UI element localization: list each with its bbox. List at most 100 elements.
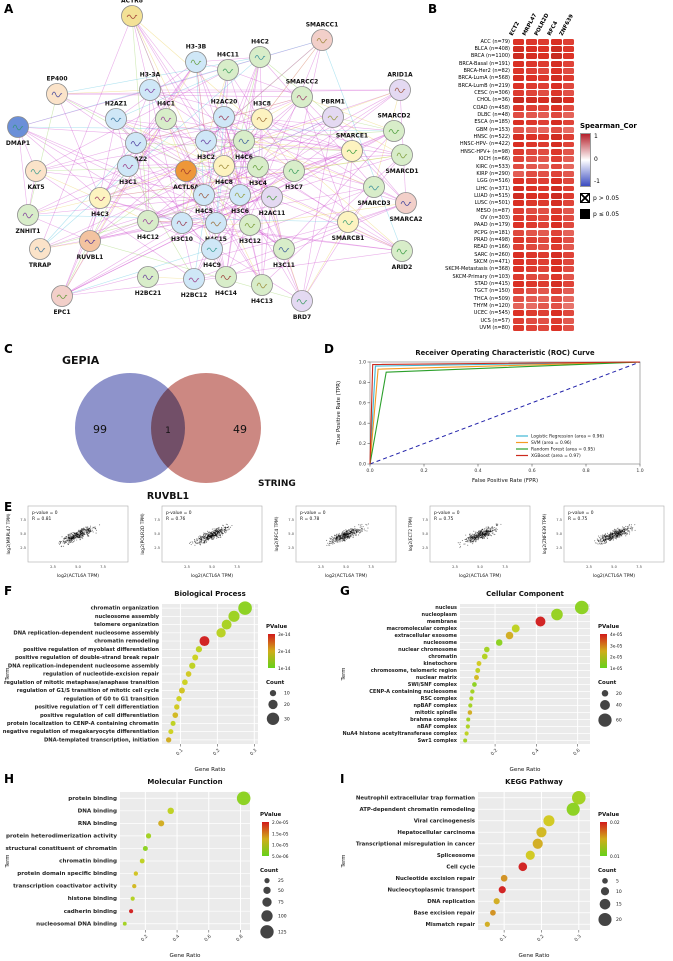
scatter-pvalue: p-value = 0 — [32, 510, 58, 516]
correlation-scatter-plot: 2.5 2.5 5.0 5.0 7.5 7.5 p-value = 0R = 0.81 log… — [6, 505, 129, 579]
term-dot — [476, 661, 482, 666]
network-node-label: H3C10 — [171, 236, 193, 243]
svg-text:0.0: 0.0 — [359, 462, 366, 468]
heatmap-cell — [538, 303, 550, 309]
protein-structure-glyph — [254, 55, 266, 60]
network-node-label: H4C6 — [235, 154, 253, 161]
heatmap-cell — [513, 237, 524, 243]
network-node — [283, 160, 305, 182]
heatmap-cell — [538, 266, 550, 273]
term-dot — [139, 858, 145, 864]
heatmap-cell — [538, 214, 550, 221]
term-label: ATP-dependent chromatin remodeling — [359, 807, 475, 813]
heatmap-cell — [563, 207, 575, 214]
svg-text:60: 60 — [616, 718, 622, 724]
term-dot — [182, 679, 188, 686]
count-legend-dot — [601, 690, 609, 697]
roc-ylabel: True Positive Rate (TPR) — [336, 381, 342, 446]
heatmap-cell — [525, 82, 537, 89]
heatmap-cell — [525, 134, 537, 141]
venn-right-label: STRING — [258, 479, 296, 489]
network-node — [79, 230, 101, 252]
heatmap-row: PRAD (n=498) — [424, 236, 673, 243]
heatmap-cell — [563, 119, 575, 126]
heatmap-cell — [525, 170, 537, 177]
network-node — [383, 120, 405, 142]
heatmap-cell — [538, 244, 550, 251]
count-legend-dot — [602, 878, 608, 884]
heatmap-row-label: HNSC-HPV+ (n=98) — [460, 148, 510, 155]
heatmap-cell — [538, 53, 550, 60]
svg-text:0.6: 0.6 — [203, 934, 212, 943]
network-node — [247, 156, 269, 178]
term-label: nucleus — [435, 605, 457, 611]
heatmap-cell — [513, 222, 524, 229]
p-le-label: p ≤ 0.05 — [593, 210, 620, 218]
term-label: chromatin — [428, 654, 457, 660]
heatmap-row: DLBC (n=48) — [424, 111, 673, 118]
count-legend-dot — [260, 925, 274, 939]
pvalue-legend-title: PValue — [598, 624, 619, 630]
heatmap-cell — [513, 259, 524, 265]
dotplot-ylabel: Term — [5, 854, 11, 868]
heatmap-cell — [525, 112, 537, 119]
heatmap-cell — [538, 119, 550, 126]
heatmap-cell — [563, 60, 575, 67]
heatmap-cell — [550, 200, 562, 207]
heatmap-row: BLCA (n=408) — [424, 45, 673, 52]
svg-text:2.5: 2.5 — [586, 565, 592, 569]
term-label: positive regulation of double-strand bre… — [15, 655, 159, 661]
heatmap-cell — [538, 38, 550, 45]
svg-text:2.5: 2.5 — [184, 565, 190, 569]
term-dot — [574, 600, 589, 615]
protein-structure-glyph — [51, 91, 63, 98]
scatter-ylabel: log2(ECT2 TPM) — [408, 516, 414, 551]
term-label: Mismatch repair — [426, 922, 476, 928]
protein-structure-glyph — [130, 141, 142, 147]
network-node — [341, 140, 363, 162]
term-dot — [490, 909, 496, 916]
network-node-label: SMARCA2 — [390, 216, 423, 223]
heatmap-cell — [525, 192, 537, 199]
venn-diagram: GEPIA STRING 99 1 49 RUVBL1 — [62, 354, 296, 502]
svg-text:7.5: 7.5 — [556, 518, 562, 522]
svg-text:0.6: 0.6 — [572, 748, 581, 757]
term-label: chromatin binding — [59, 859, 117, 865]
term-label: regulation of G0 to G1 transition — [63, 696, 159, 702]
heatmap-cell — [513, 207, 524, 214]
svg-text:1.0e-05: 1.0e-05 — [272, 843, 289, 849]
term-label: RSC complex — [421, 696, 458, 702]
heatmap-row: STAD (n=415) — [424, 280, 673, 287]
term-label: chromosome, telomeric region — [371, 668, 458, 674]
term-label: protein binding — [68, 796, 117, 802]
heatmap-cell — [550, 163, 562, 170]
heatmap-cell — [538, 60, 550, 67]
roc-xlabel: False Positive Rate (FPR) — [472, 478, 538, 484]
heatmap-row-label: THCA (n=509) — [473, 295, 510, 302]
heatmap-cell — [550, 156, 562, 163]
heatmap-row: PAAD (n=179) — [424, 222, 673, 229]
heatmap-row-label: OV (n=303) — [480, 214, 510, 221]
panel-label-d: D — [324, 342, 334, 356]
heatmap-cell — [525, 97, 537, 104]
heatmap-cell — [550, 192, 562, 199]
heatmap-row: KIRP (n=290) — [424, 170, 673, 177]
heatmap-row-label: COAD (n=458) — [472, 104, 510, 111]
heatmap-cell — [513, 185, 524, 192]
network-node-label: H2AC20 — [211, 99, 238, 106]
heatmap-cell — [513, 156, 524, 163]
heatmap-cell — [550, 170, 562, 177]
panel-label-h: H — [4, 772, 15, 786]
svg-text:2e-14: 2e-14 — [278, 649, 291, 655]
term-label: nucleosome assembly — [95, 614, 160, 620]
term-dot — [216, 628, 226, 638]
network-node — [291, 86, 313, 108]
svg-text:5.0: 5.0 — [75, 565, 81, 569]
heatmap-cell — [538, 281, 550, 287]
protein-structure-glyph — [234, 192, 246, 198]
count-legend-dot — [263, 886, 271, 894]
heatmap-row: LGG (n=516) — [424, 178, 673, 185]
heatmap-cell — [525, 163, 537, 170]
heatmap-cell — [538, 97, 550, 104]
